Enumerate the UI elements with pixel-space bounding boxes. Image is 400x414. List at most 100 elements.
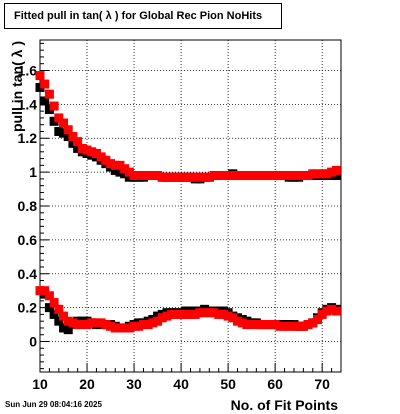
x-tick-label: 20 <box>79 376 95 392</box>
x-tick-label: 40 <box>173 376 189 392</box>
data-point <box>129 321 139 331</box>
x-tick-labels: 10 20 30 40 50 60 70 <box>32 376 330 392</box>
data-point <box>68 132 78 142</box>
data-point <box>294 321 304 331</box>
data-point <box>317 169 327 179</box>
data-point <box>162 172 172 182</box>
data-point <box>186 172 195 182</box>
data-point <box>181 309 191 319</box>
data-point <box>153 171 163 181</box>
data-point <box>82 145 92 155</box>
data-point <box>120 164 130 174</box>
data-point <box>190 309 200 319</box>
data-point <box>148 318 158 328</box>
data-point <box>223 311 233 321</box>
data-point <box>40 286 50 296</box>
data-point <box>186 309 195 319</box>
data-point <box>124 172 134 182</box>
data-point <box>124 167 134 177</box>
data-point <box>44 89 54 99</box>
y-tick-label: 1 <box>29 164 37 180</box>
data-point <box>82 320 92 330</box>
data-point <box>138 320 148 330</box>
y-tick-label: 0 <box>29 334 37 350</box>
data-point <box>49 298 59 308</box>
data-point <box>143 171 153 181</box>
data-point <box>73 320 83 330</box>
data-point <box>49 309 59 319</box>
y-tick-label: 0.6 <box>18 232 38 248</box>
chart-title-box: Fitted pull in tan( λ ) for Global Rec P… <box>4 3 282 29</box>
data-point <box>87 147 97 157</box>
y-tick-label: 0.4 <box>18 266 38 282</box>
data-point <box>247 320 257 330</box>
chart-title: Fitted pull in tan( λ ) for Global Rec P… <box>14 10 263 22</box>
data-point <box>270 320 280 330</box>
data-point <box>284 171 294 181</box>
y-tick-label: 1.2 <box>18 130 38 146</box>
x-tick-label: 50 <box>220 376 236 392</box>
data-point <box>233 316 243 326</box>
data-point <box>59 128 69 138</box>
data-point <box>251 320 261 330</box>
data-point <box>44 291 54 301</box>
data-point <box>44 104 54 114</box>
data-point <box>237 171 247 181</box>
data-point <box>261 320 271 330</box>
data-point <box>303 320 313 330</box>
data-point <box>251 171 261 181</box>
data-point <box>124 323 134 333</box>
data-point <box>228 171 238 181</box>
y-tick-label: 0.8 <box>18 198 38 214</box>
data-point <box>331 165 341 175</box>
data-point <box>49 101 59 111</box>
data-point <box>120 323 130 333</box>
data-point <box>209 171 219 181</box>
data-point <box>280 171 290 181</box>
data-point <box>331 306 341 316</box>
data-point <box>322 306 332 316</box>
data-point <box>59 311 69 321</box>
data-point <box>209 308 219 318</box>
data-point <box>157 313 167 323</box>
x-tick-label: 30 <box>126 376 142 392</box>
y-tick-label: 1.4 <box>18 96 38 112</box>
data-point <box>176 172 186 182</box>
data-point <box>167 172 177 182</box>
data-point <box>167 309 177 319</box>
data-point <box>138 171 148 181</box>
data-point <box>331 171 341 181</box>
data-point <box>280 321 290 331</box>
data-point <box>242 171 252 181</box>
data-point <box>54 304 64 314</box>
data-point <box>327 167 337 177</box>
data-point <box>40 96 50 106</box>
data-point <box>115 323 125 333</box>
data-point <box>91 148 101 158</box>
data-point <box>265 171 275 181</box>
data-point <box>157 172 167 182</box>
y-tick-labels: 0 0.2 0.4 0.6 0.8 1 1.2 1.4 1.6 <box>18 62 38 349</box>
data-point <box>101 320 111 330</box>
data-point <box>171 172 181 182</box>
data-point <box>77 143 87 153</box>
data-point <box>143 320 153 330</box>
data-point <box>49 116 59 126</box>
data-point <box>275 321 285 331</box>
data-point <box>228 313 238 323</box>
data-point <box>195 172 205 182</box>
data-point <box>190 172 200 182</box>
data-point <box>54 316 64 326</box>
y-tick-label: 0.2 <box>18 300 38 316</box>
x-tick-label: 70 <box>314 376 330 392</box>
data-point <box>294 171 304 181</box>
data-point <box>200 308 210 318</box>
data-point <box>256 320 266 330</box>
data-point <box>153 316 163 326</box>
data-point <box>162 311 172 321</box>
data-point <box>40 79 50 89</box>
data-point <box>289 321 299 331</box>
data-point <box>176 309 186 319</box>
data-point <box>110 160 120 170</box>
x-tick-label: 60 <box>267 376 283 392</box>
